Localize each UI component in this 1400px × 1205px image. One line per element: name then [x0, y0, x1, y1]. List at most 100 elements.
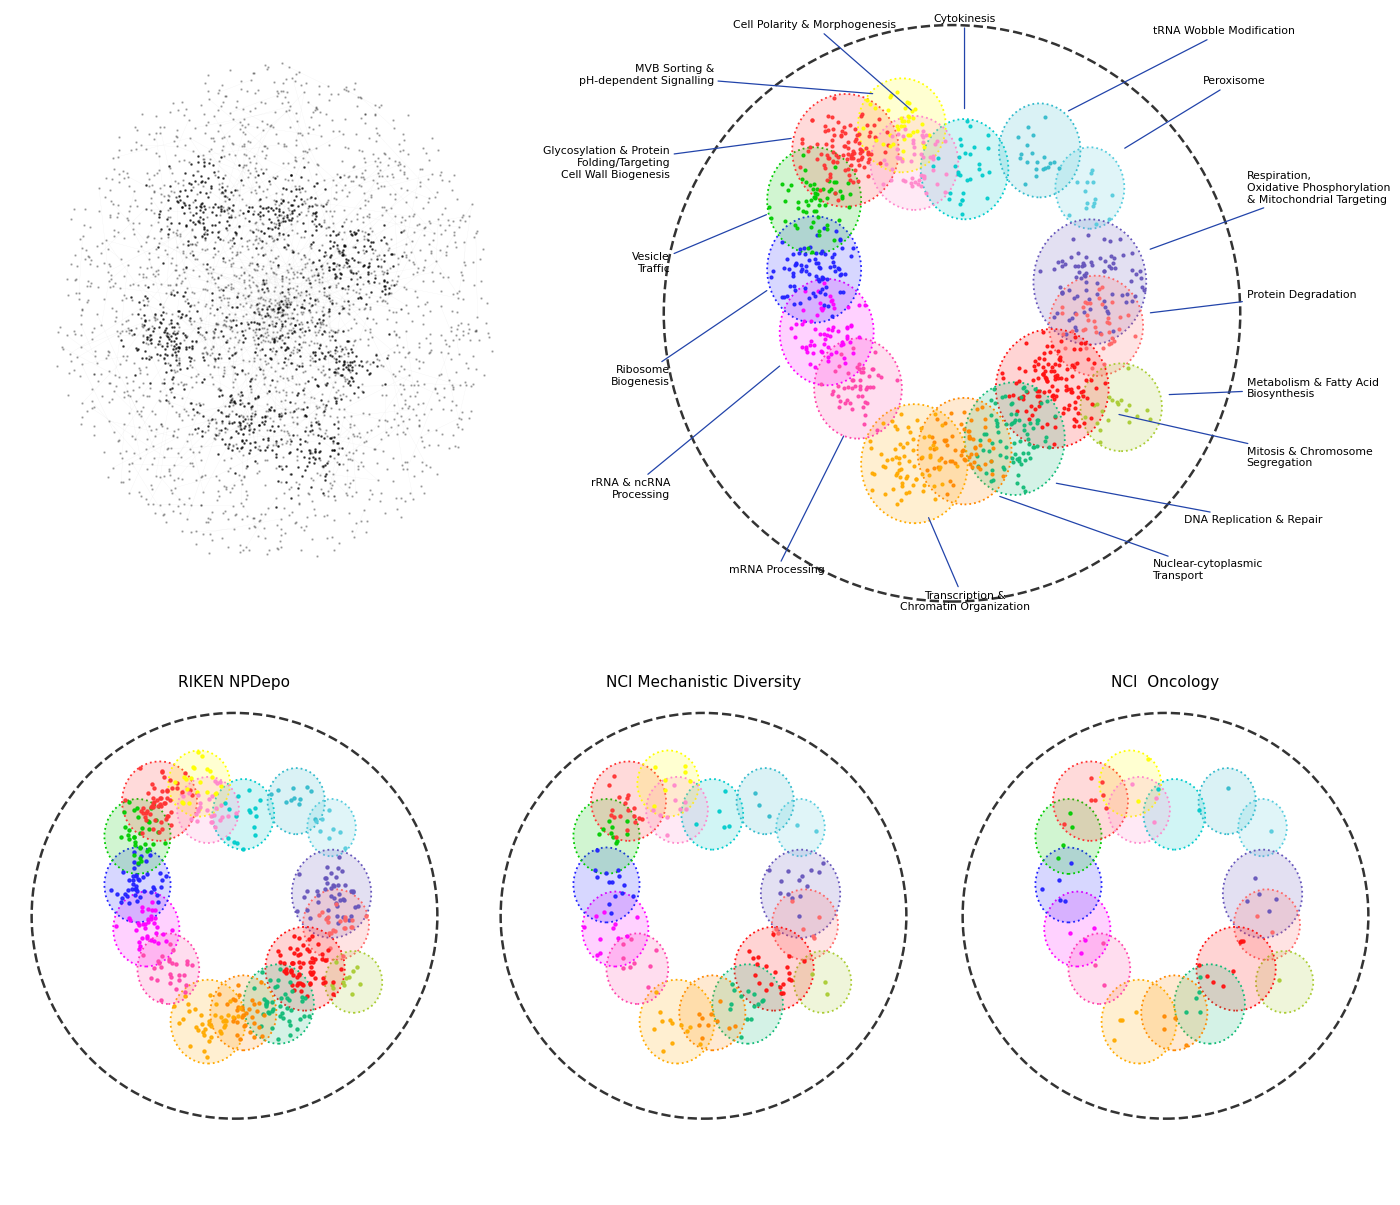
- Point: [325, 363, 347, 382]
- Point: [294, 270, 316, 289]
- Point: [307, 263, 329, 282]
- Point: [183, 118, 206, 137]
- Point: [430, 163, 452, 182]
- Point: [130, 315, 153, 334]
- Point: [286, 304, 308, 323]
- Point: [319, 292, 342, 311]
- Point: [267, 246, 290, 265]
- Point: [249, 305, 272, 324]
- Point: [316, 528, 339, 547]
- Point: [316, 506, 339, 525]
- Point: [263, 377, 286, 396]
- Point: [458, 319, 480, 339]
- Point: [328, 259, 350, 278]
- Point: [294, 333, 316, 352]
- Point: [246, 346, 269, 365]
- Point: [374, 143, 396, 163]
- Point: [237, 486, 259, 505]
- Point: [195, 74, 217, 93]
- Point: [225, 266, 248, 286]
- Point: [340, 318, 363, 337]
- Point: [216, 200, 238, 219]
- Point: [66, 257, 88, 276]
- Point: [339, 390, 361, 410]
- Point: [312, 402, 335, 422]
- Point: [185, 372, 207, 392]
- Point: [210, 265, 232, 284]
- Point: [430, 240, 452, 259]
- Point: [377, 346, 399, 365]
- Point: [339, 260, 361, 280]
- Point: [248, 421, 270, 440]
- Point: [160, 283, 182, 302]
- Point: [57, 384, 80, 404]
- Point: [301, 492, 323, 511]
- Point: [265, 328, 287, 347]
- Point: [270, 392, 293, 411]
- Point: [351, 275, 374, 294]
- Point: [353, 170, 375, 189]
- Point: [305, 164, 328, 183]
- Point: [258, 282, 280, 301]
- Point: [178, 311, 200, 330]
- Point: [83, 425, 105, 445]
- Point: [389, 406, 412, 425]
- Point: [326, 425, 349, 445]
- Point: [155, 304, 178, 323]
- Point: [413, 218, 435, 237]
- Point: [213, 147, 235, 166]
- Point: [475, 313, 497, 333]
- Point: [403, 205, 426, 224]
- Point: [129, 360, 151, 380]
- Point: [392, 141, 414, 160]
- Point: [207, 328, 230, 347]
- Point: [175, 289, 197, 308]
- Point: [234, 364, 256, 383]
- Point: [260, 315, 283, 334]
- Point: [246, 277, 269, 296]
- Point: [319, 342, 342, 362]
- Point: [430, 296, 452, 316]
- Point: [260, 300, 283, 319]
- Point: [218, 104, 241, 123]
- Point: [311, 259, 333, 278]
- Point: [227, 417, 249, 436]
- Point: [181, 219, 203, 239]
- Point: [269, 292, 291, 311]
- Point: [284, 65, 307, 84]
- Point: [220, 257, 242, 276]
- Point: [104, 365, 126, 384]
- Point: [410, 476, 433, 495]
- Point: [203, 357, 225, 376]
- Point: [91, 386, 113, 405]
- Point: [396, 145, 419, 164]
- Point: [148, 221, 171, 240]
- Point: [388, 362, 410, 381]
- Point: [132, 290, 154, 310]
- Point: [224, 327, 246, 346]
- Point: [221, 478, 244, 498]
- Point: [244, 516, 266, 535]
- Point: [84, 347, 106, 366]
- Point: [386, 416, 409, 435]
- Point: [237, 231, 259, 251]
- Point: [248, 234, 270, 253]
- Point: [300, 107, 322, 127]
- Point: [298, 274, 321, 293]
- Point: [266, 515, 288, 534]
- Point: [386, 266, 409, 286]
- Point: [167, 428, 189, 447]
- Point: [294, 181, 316, 200]
- Point: [196, 260, 218, 280]
- Point: [277, 254, 300, 274]
- Point: [347, 261, 370, 281]
- Point: [99, 374, 122, 393]
- Point: [287, 484, 309, 504]
- Point: [235, 146, 258, 165]
- Point: [410, 462, 433, 481]
- Point: [347, 423, 370, 442]
- Point: [95, 169, 118, 188]
- Point: [123, 224, 146, 243]
- Point: [99, 192, 122, 211]
- Point: [309, 419, 332, 439]
